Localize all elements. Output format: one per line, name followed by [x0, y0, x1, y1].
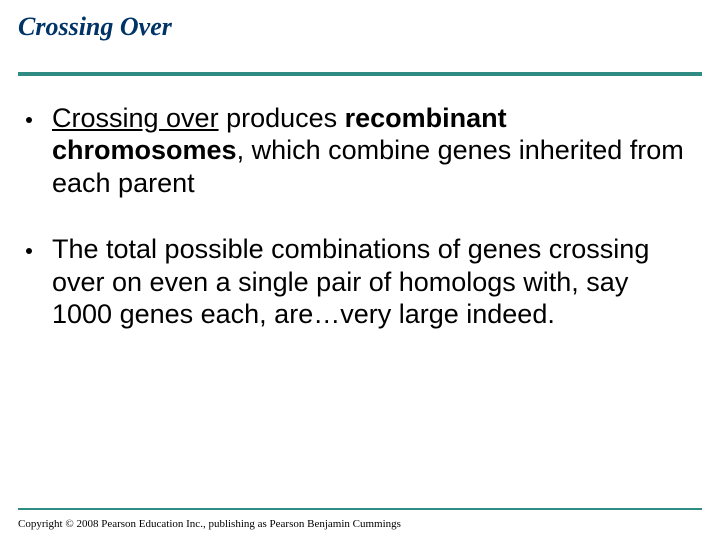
top-divider	[18, 72, 702, 76]
underlined-term: Crossing over	[52, 103, 219, 133]
bullet-item: Crossing over produces recombinant chrom…	[18, 102, 692, 199]
bullet-item: The total possible combinations of genes…	[18, 233, 692, 330]
bullet-text: Crossing over produces recombinant chrom…	[52, 102, 692, 199]
bullet-text: The total possible combinations of genes…	[52, 233, 692, 330]
slide-title: Crossing Over	[0, 0, 720, 42]
bullet-dot-icon	[26, 248, 32, 254]
slide: Crossing Over Crossing over produces rec…	[0, 0, 720, 540]
content-area: Crossing over produces recombinant chrom…	[18, 102, 692, 364]
bottom-divider	[18, 508, 702, 510]
text-segment: produces	[219, 103, 345, 133]
copyright-text: Copyright © 2008 Pearson Education Inc.,…	[18, 518, 401, 530]
bullet-dot-icon	[26, 117, 32, 123]
